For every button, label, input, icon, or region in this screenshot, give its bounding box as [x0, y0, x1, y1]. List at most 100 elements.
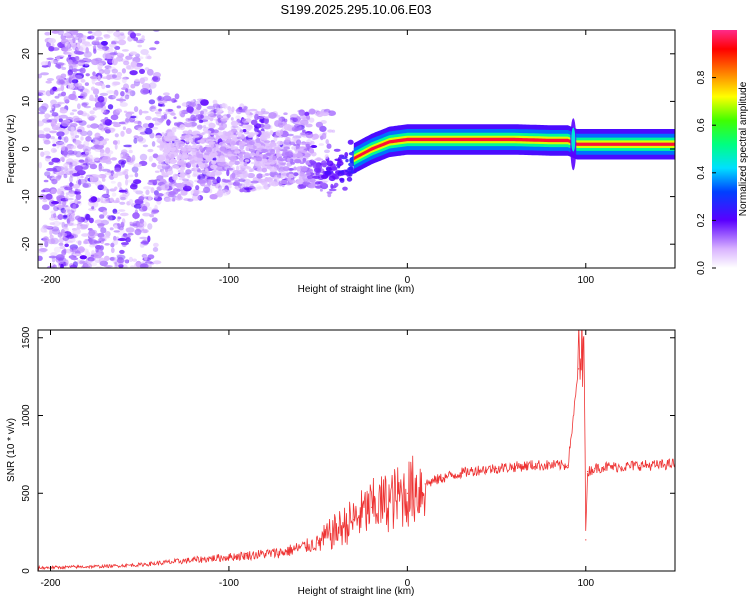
noise-blob [140, 88, 150, 95]
noise-blob [114, 186, 118, 190]
noise-blob [69, 264, 77, 268]
noise-blob [59, 222, 66, 225]
noise-blob [179, 124, 185, 131]
snr-frame [37, 329, 676, 572]
noise-blob [59, 245, 66, 250]
noise-blob [89, 163, 98, 170]
noise-blob [156, 96, 165, 102]
ridge-blob [197, 157, 204, 163]
noise-blob [125, 55, 133, 60]
noise-blob [40, 72, 49, 76]
noise-blob [57, 123, 61, 126]
ridge-blob [294, 158, 302, 163]
snr-y-label: SNR (10 * v/v) [6, 418, 17, 482]
noise-blob [60, 84, 65, 92]
noise-blob [65, 248, 73, 254]
noise-blob [121, 68, 126, 74]
ridge-blob [261, 148, 269, 153]
noise-blob [111, 74, 118, 79]
noise-blob [88, 229, 96, 237]
noise-blob [200, 110, 204, 115]
noise-blob [212, 129, 219, 134]
noise-blob [151, 108, 159, 112]
noise-blob [101, 83, 106, 90]
noise-blob [53, 246, 61, 253]
noise-blob [206, 105, 216, 110]
noise-blob [58, 257, 67, 263]
noise-blob [173, 116, 177, 120]
noise-blob [180, 112, 186, 118]
noise-blob [120, 160, 125, 168]
noise-blob [137, 221, 145, 228]
noise-blob [69, 39, 76, 43]
noise-blob [51, 228, 61, 235]
noise-blob [247, 172, 255, 179]
noise-blob [77, 144, 84, 150]
noise-blob [109, 52, 118, 56]
noise-blob [69, 75, 76, 81]
noise-blob [177, 193, 182, 200]
noise-blob [157, 118, 165, 123]
noise-blob [308, 117, 315, 123]
noise-blob [119, 32, 125, 36]
noise-blob [40, 226, 47, 233]
noise-blob [58, 62, 66, 66]
noise-blob [147, 55, 152, 60]
noise-blob [137, 136, 144, 142]
noise-blob [121, 149, 128, 154]
noise-blob [134, 228, 142, 236]
noise-blob [186, 106, 194, 113]
noise-blob [51, 256, 56, 263]
noise-blob [74, 56, 80, 61]
noise-blob [60, 197, 69, 202]
noise-blob [231, 106, 235, 113]
noise-blob [306, 115, 311, 120]
ridge-blob [342, 186, 348, 191]
noise-blob [55, 175, 61, 181]
noise-blob [321, 132, 327, 140]
noise-blob [202, 115, 211, 121]
noise-blob [123, 83, 129, 90]
noise-blob [74, 165, 84, 172]
ridge-blob [269, 166, 278, 173]
noise-blob [120, 91, 125, 97]
noise-blob [113, 230, 120, 233]
noise-blob [144, 127, 153, 135]
ridge-blob [157, 164, 162, 170]
noise-blob [139, 236, 148, 240]
noise-blob [44, 113, 51, 119]
noise-blob [236, 126, 241, 131]
ridge-blob [187, 129, 193, 135]
snr-point [424, 483, 426, 485]
noise-blob [100, 200, 109, 204]
noise-blob [76, 85, 85, 91]
noise-blob [160, 184, 170, 191]
snr-point [578, 368, 580, 370]
noise-blob [78, 178, 87, 185]
noise-blob [50, 252, 58, 257]
noise-blob [52, 165, 62, 173]
noise-blob [216, 165, 225, 172]
snr-point [103, 565, 105, 567]
noise-blob [294, 147, 298, 152]
noise-blob [263, 184, 270, 190]
ridge-blob [171, 165, 179, 169]
noise-blob [99, 214, 105, 219]
snr-panel: -200 -100 0 100 0 500 1000 1500 Height of stra… [6, 326, 676, 597]
noise-blob [110, 180, 116, 184]
noise-blob [69, 176, 73, 183]
y-tick-label: 0 [21, 568, 32, 574]
ridge-blob [177, 154, 183, 160]
ridge-blob [263, 140, 271, 144]
noise-blob [110, 247, 115, 254]
noise-blob [38, 105, 47, 113]
ridge-blob [231, 146, 239, 150]
noise-blob [86, 124, 92, 129]
noise-blob [235, 109, 242, 112]
noise-blob [116, 223, 121, 230]
noise-blob [151, 162, 157, 168]
noise-blob [111, 40, 119, 44]
noise-blob [130, 184, 138, 190]
noise-blob [192, 194, 201, 201]
ridge-blob [261, 167, 268, 173]
